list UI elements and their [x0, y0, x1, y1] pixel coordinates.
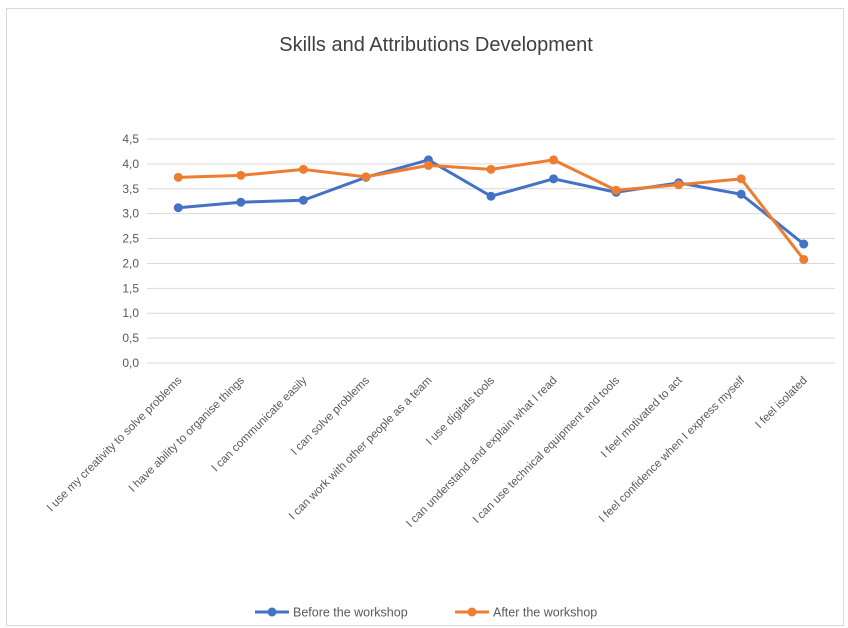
data-point [799, 239, 809, 249]
y-tick-label: 0,5 [122, 331, 139, 345]
gridlines [147, 138, 835, 364]
x-tick-label: I feel confidence when I express myself [597, 374, 748, 525]
data-point [736, 174, 746, 184]
legend-item[interactable]: Before the workshop [255, 606, 408, 620]
data-point [173, 172, 183, 182]
data-point [549, 155, 559, 165]
data-point [486, 191, 496, 201]
legend-label: Before the workshop [293, 606, 408, 620]
y-axis: 0,0 0,5 1,0 1,5 2,0 2,5 3,0 3,5 4,0 4,5 [122, 132, 139, 370]
y-tick-label: 0,0 [122, 356, 139, 370]
data-point [173, 203, 183, 213]
legend-label: After the workshop [493, 606, 597, 620]
y-tick-label: 3,0 [122, 207, 139, 221]
data-point [236, 197, 246, 207]
y-tick-label: 4,5 [122, 132, 139, 146]
data-point [674, 180, 684, 190]
data-point [298, 164, 308, 174]
data-point [549, 174, 559, 184]
x-tick-label: I use my creativity to solve problems [45, 374, 185, 514]
data-point [736, 189, 746, 199]
legend-item[interactable]: After the workshop [455, 606, 597, 620]
line-chart: Skills and Attributions Development 0,00… [45, 34, 835, 620]
data-point [799, 254, 809, 264]
data-point [298, 195, 308, 205]
y-tick-label: 1,5 [122, 281, 139, 295]
y-tick-label: 2,5 [122, 232, 139, 246]
x-tick-label: I have ability to organise things [127, 374, 247, 494]
y-tick-label: 4,0 [122, 157, 139, 171]
x-tick-label: I feel isolated [753, 375, 809, 431]
legend-marker [467, 607, 477, 617]
legend-marker [267, 607, 277, 617]
legend[interactable]: Before the workshop After the workshop [255, 606, 597, 620]
series-layer [173, 155, 809, 264]
chart-title: Skills and Attributions Development [279, 34, 593, 56]
x-tick-label: I use digitals tools [424, 374, 497, 447]
data-point [486, 164, 496, 174]
series-line [178, 158, 805, 261]
y-tick-label: 3,5 [122, 182, 139, 196]
y-tick-label: 1,0 [122, 306, 139, 320]
data-point [236, 170, 246, 180]
series-after [173, 155, 809, 264]
data-point [423, 160, 433, 170]
y-tick-label: 2,0 [122, 256, 139, 270]
data-point [361, 172, 371, 182]
chart-area: Skills and Attributions Development 0,0 0… [6, 8, 844, 626]
data-point [611, 185, 621, 195]
x-tick-label: I can work with other people as a team [287, 375, 435, 523]
